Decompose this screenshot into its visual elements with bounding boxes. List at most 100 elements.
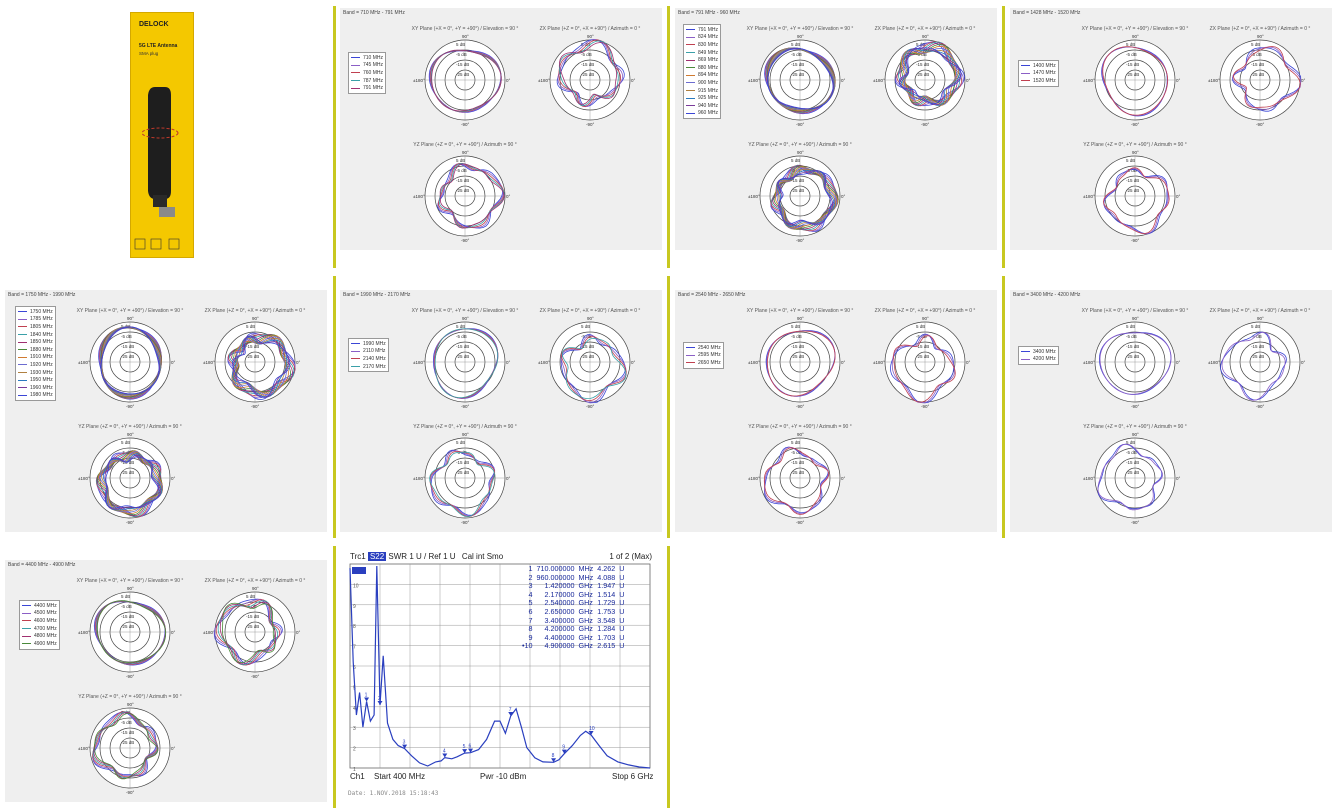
legend-swatch [686,59,695,61]
legend-label: 1805 MHz [30,323,53,330]
angle-label: 90° [1132,34,1139,39]
legend-swatch [686,74,695,76]
polar-plot-title: ZX Plane (+Z = 0°, +X = +90°) / Azimuth … [874,308,976,314]
pattern-trace [429,50,502,113]
y-tick-label: 1 [353,767,356,773]
polar-plot-title: XY Plane (+X = 0°, +Y = +90°) / Elevatio… [746,26,854,32]
marker-swr: 1.947 [597,581,616,591]
legend-label: 1470 MHz [1033,70,1056,77]
polar-plot: 5 dB -5 dB -15 dB -25 dB 90° 0° -90° ±180° [748,150,846,243]
polar-panel: Band = 3400 MHz - 4200 MHz XY Plane (+X =… [1010,290,1332,532]
band-label: Band = 4400 MHz - 4900 MHz [8,562,76,568]
angle-label: 90° [462,432,469,437]
pattern-trace [763,446,829,514]
pattern-trace [98,327,162,400]
pattern-trace [430,449,495,516]
marker-unit: GHz [578,641,593,651]
pattern-trace [439,163,505,229]
marker-n: 2 [528,572,533,582]
marker-u: U [619,641,625,651]
legend-swatch [1021,358,1030,360]
legend-item: 787 MHz [351,77,383,85]
angle-label: ±180° [538,78,550,83]
angle-label: 0° [506,194,511,199]
marker-row: •10 4.900000 GHz 2.615 U [520,642,626,651]
marker-row: 5 2.540000 GHz 1.729 U [520,599,626,608]
legend-swatch [686,347,695,349]
marker-n: 3 [528,581,533,591]
legend-item: 1950 MHz [18,376,53,384]
legend-swatch [18,326,27,328]
angle-label: 0° [296,360,301,365]
angle-label: -90° [586,404,595,409]
marker-triangle [588,731,594,736]
polar-plot-title: YZ Plane (+Z = 0°, +Y = +90°) / Azimuth … [78,424,182,430]
y-tick-label: 2 [353,747,356,753]
pattern-trace [767,48,834,110]
pattern-trace [231,336,288,398]
legend-item: 1930 MHz [18,369,53,377]
angle-label: 90° [1132,316,1139,321]
pattern-trace [98,327,162,400]
polar-plot-title: ZX Plane (+Z = 0°, +X = +90°) / Azimuth … [204,308,306,314]
legend-swatch [22,643,31,645]
angle-label: ±180° [78,630,90,635]
marker-swr: 4.262 [597,564,616,573]
marker-row: 2 960.000000 MHz 4.088 U [520,572,626,583]
marker-freq: 2.650000 [544,606,575,616]
pattern-trace [766,330,836,397]
polar-plot-title: YZ Plane (+Z = 0°, +Y = +90°) / Azimuth … [78,694,182,700]
ring-label: -5 dB [121,334,132,339]
marker-n: •10 [522,641,533,651]
marker-unit: GHz [578,581,593,591]
ring-label: -15 dB [1126,460,1139,465]
y-tick-label: 8 [353,624,356,630]
legend-swatch [22,612,31,614]
legend-label: 1880 MHz [30,346,53,353]
legend-item: 894 MHz [686,72,718,80]
ring-label: -5 dB [456,52,467,57]
vna-header: Trc1 S22 SWR 1 U / Ref 1 U Cal int Smo [350,552,503,561]
legend-label: 760 MHz [363,69,384,76]
legend: 1990 MHz 2110 MHz 2140 MHz 2170 MHz [348,338,389,373]
ring-label: -5 dB [791,334,802,339]
legend-swatch [686,29,695,31]
legend-item: 1750 MHz [18,308,53,316]
marker-swr: 1.703 [597,632,616,642]
legend-item: 824 MHz [686,34,718,42]
angle-label: 90° [1257,34,1264,39]
ring-label: -5 dB [1126,52,1137,57]
marker-triangle [377,701,383,706]
marker-freq: 1.420000 [544,581,575,591]
band-label: Band = 1990 MHz - 2170 MHz [343,292,411,298]
polar-plot: 5 dB -5 dB -15 dB -25 dB 90° 0° -90° ±180° [1208,316,1306,409]
marker-number: 7 [509,707,512,713]
start-frequency: Start 400 MHz [374,772,426,781]
marker-triangle [442,753,448,758]
legend-item: 2110 MHz [351,348,386,356]
marker-row: 8 4.200000 GHz 1.284 U [520,625,626,634]
marker-unit: GHz [578,624,593,634]
pattern-trace [434,328,499,399]
legend-swatch [22,620,31,622]
pattern-trace [1097,443,1163,510]
legend-label: 791 MHz [698,26,719,33]
ring-label: -5 dB [456,168,467,173]
polar-plot-title: YZ Plane (+Z = 0°, +Y = +90°) / Azimuth … [748,142,852,148]
marker-number: 10 [589,726,595,732]
angle-label: ±180° [748,360,760,365]
marker-row: 1 710.000000 MHz 4.262 U [520,564,626,574]
legend-label: 915 MHz [698,87,719,94]
ring-label: -15 dB [456,178,469,183]
ring-label: 5 dB [456,324,465,329]
ring-label: -5 dB [1126,334,1137,339]
antenna-connector [159,207,175,217]
legend-swatch [686,44,695,46]
polar-plot-title: ZX Plane (+Z = 0°, +X = +90°) / Azimuth … [1209,26,1311,32]
angle-label: 90° [462,34,469,39]
angle-label: 90° [127,702,134,707]
ring-label: 5 dB [1251,42,1260,47]
polar-plot: 5 dB -5 dB -15 dB -25 dB 90° 0° -90° ±180° [1208,34,1306,127]
separator [667,546,670,808]
marker-unit: MHz [578,564,594,573]
